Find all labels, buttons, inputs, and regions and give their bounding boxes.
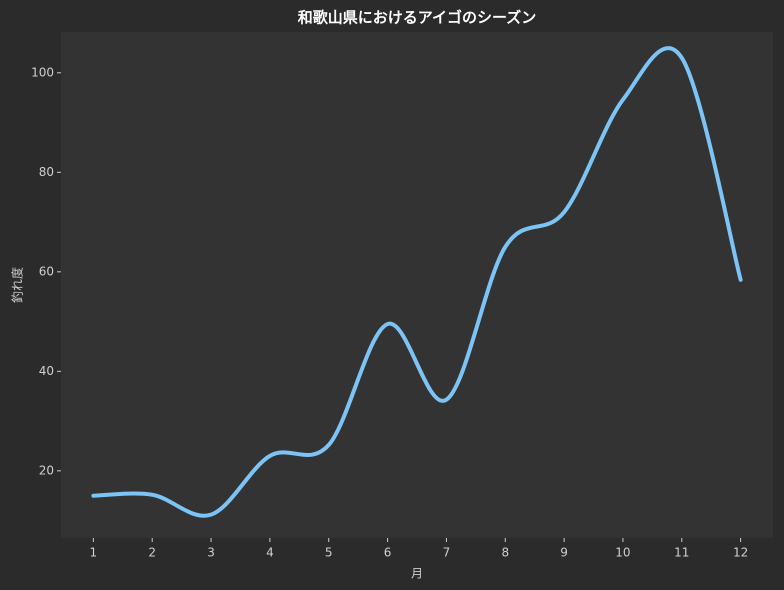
y-tick-label: 60 <box>39 264 54 278</box>
x-tick-label: 1 <box>90 546 98 560</box>
y-tick-label: 40 <box>39 364 54 378</box>
x-tick-label: 7 <box>443 546 451 560</box>
x-tick-label: 2 <box>148 546 156 560</box>
x-axis-label: 月 <box>411 567 423 581</box>
line <box>91 46 743 518</box>
y-tick-label: 20 <box>39 463 54 477</box>
plot-area <box>61 32 773 538</box>
y-tick-label: 80 <box>39 165 54 179</box>
x-tick-label: 3 <box>207 546 215 560</box>
x-tick-label: 4 <box>266 546 274 560</box>
y-tick-label: 100 <box>31 65 54 79</box>
x-tick-label: 9 <box>560 546 568 560</box>
x-tick-label: 6 <box>384 546 392 560</box>
chart-title: 和歌山県におけるアイゴのシーズン <box>298 9 537 27</box>
x-tick-label: 11 <box>674 546 689 560</box>
x-tick-label: 10 <box>615 546 630 560</box>
x-tick-label: 12 <box>733 546 748 560</box>
x-tick-label: 5 <box>325 546 333 560</box>
y-axis-label: 釣れ度 <box>10 267 25 303</box>
x-tick-label: 8 <box>501 546 509 560</box>
